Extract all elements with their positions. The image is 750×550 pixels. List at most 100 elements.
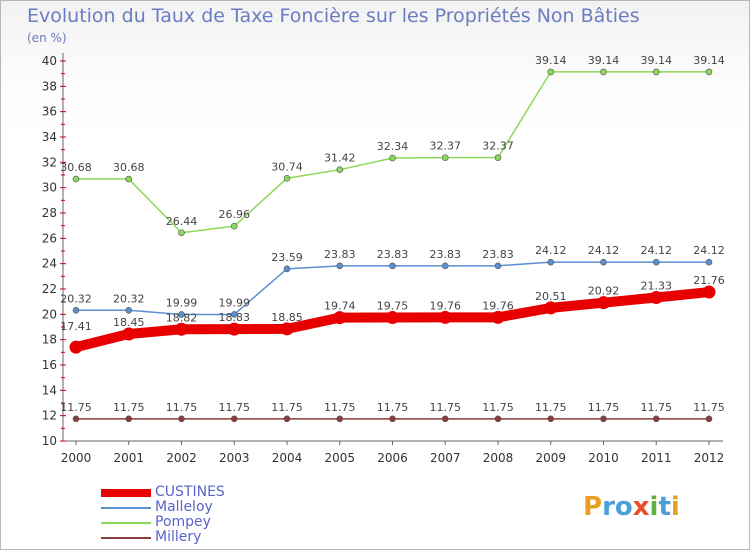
data-label: 23.59 — [271, 251, 303, 264]
x-tick-label: 2004 — [272, 451, 303, 465]
data-label: 11.75 — [60, 401, 92, 414]
data-point — [283, 415, 291, 423]
data-point — [441, 415, 449, 423]
data-point — [705, 68, 713, 76]
data-point — [441, 154, 449, 161]
data-label: 30.68 — [60, 161, 92, 174]
data-point — [438, 310, 452, 324]
data-label: 18.83 — [219, 311, 251, 324]
data-label: 32.37 — [482, 140, 514, 153]
data-label: 26.96 — [219, 208, 251, 221]
data-label: 24.12 — [693, 244, 725, 257]
data-label: 11.75 — [693, 401, 725, 414]
legend-swatch — [101, 506, 151, 509]
series-millery — [72, 415, 713, 423]
y-tick-label: 24 — [42, 257, 57, 271]
data-point — [705, 258, 713, 266]
legend-label: Malleloy — [155, 499, 213, 515]
data-label: 19.99 — [166, 296, 198, 309]
data-point — [494, 415, 502, 423]
x-tick-label: 2000 — [61, 451, 92, 465]
logo-letter: t — [658, 492, 671, 522]
data-label: 18.45 — [113, 316, 145, 329]
data-label: 32.37 — [430, 140, 462, 153]
data-label: 17.41 — [60, 320, 92, 333]
data-point — [649, 290, 663, 304]
data-label: 39.14 — [588, 54, 620, 67]
proxiti-logo: Proxiti — [583, 492, 680, 522]
data-label: 19.99 — [219, 296, 251, 309]
data-label: 23.83 — [482, 248, 514, 261]
data-label: 11.75 — [113, 401, 145, 414]
data-point — [652, 258, 660, 266]
x-tick-label: 2001 — [113, 451, 144, 465]
legend-swatch — [101, 488, 151, 497]
y-tick-label: 14 — [42, 383, 57, 397]
data-point — [125, 306, 133, 314]
logo-letter: i — [670, 492, 680, 522]
logo-letter: r — [602, 492, 615, 522]
data-point — [125, 175, 133, 183]
data-point — [702, 285, 716, 299]
data-label: 24.12 — [641, 244, 673, 257]
y-tick-label: 36 — [42, 105, 57, 119]
data-point — [178, 229, 185, 237]
data-label: 11.75 — [482, 401, 514, 414]
data-label: 20.51 — [535, 290, 567, 303]
data-label: 23.83 — [324, 248, 356, 261]
data-point — [600, 258, 607, 266]
legend-swatch — [101, 521, 151, 524]
x-tick-label: 2003 — [219, 451, 250, 465]
data-point — [72, 306, 80, 314]
data-point — [652, 68, 660, 76]
data-label: 19.75 — [377, 300, 409, 313]
series-malleloy — [72, 258, 713, 318]
data-point — [283, 174, 291, 182]
data-point — [544, 301, 558, 315]
data-point — [333, 311, 347, 325]
data-label: 18.82 — [166, 311, 198, 324]
logo-letter: x — [632, 492, 650, 522]
data-point — [72, 175, 80, 183]
data-point — [336, 262, 344, 270]
y-tick-label: 30 — [42, 181, 57, 195]
data-label: 20.92 — [588, 285, 620, 298]
data-point — [230, 222, 238, 230]
data-point — [280, 322, 294, 336]
data-point — [494, 262, 502, 270]
data-point — [125, 415, 133, 423]
data-point — [227, 322, 241, 336]
data-label: 23.83 — [430, 248, 462, 261]
y-tick-label: 34 — [42, 130, 57, 144]
data-point — [175, 322, 188, 336]
legend-item-millery: Millery — [101, 530, 225, 545]
data-point — [230, 311, 238, 318]
logo-letter: o — [614, 492, 633, 522]
data-point — [600, 68, 607, 76]
data-point — [600, 415, 607, 423]
data-point — [441, 262, 449, 270]
legend-label: CUSTINES — [155, 484, 225, 500]
y-tick-label: 12 — [42, 409, 57, 423]
data-label: 18.85 — [271, 311, 303, 324]
data-point — [389, 415, 396, 423]
data-point — [122, 327, 136, 341]
y-tick-label: 20 — [42, 307, 57, 321]
data-label: 39.14 — [535, 54, 567, 67]
data-point — [69, 340, 83, 354]
legend-item-custines: CUSTINES — [101, 485, 225, 500]
data-point — [547, 415, 555, 423]
data-point — [547, 68, 555, 76]
data-label: 11.75 — [219, 401, 251, 414]
x-tick-label: 2012 — [694, 451, 725, 465]
legend-label: Pompey — [155, 514, 211, 530]
series-pompey — [72, 68, 713, 237]
x-tick-label: 2010 — [588, 451, 619, 465]
data-point — [389, 262, 396, 270]
data-label: 11.75 — [641, 401, 673, 414]
data-point — [178, 415, 185, 423]
data-point — [494, 154, 502, 161]
y-tick-label: 26 — [42, 231, 57, 245]
legend-label: Millery — [155, 529, 202, 545]
